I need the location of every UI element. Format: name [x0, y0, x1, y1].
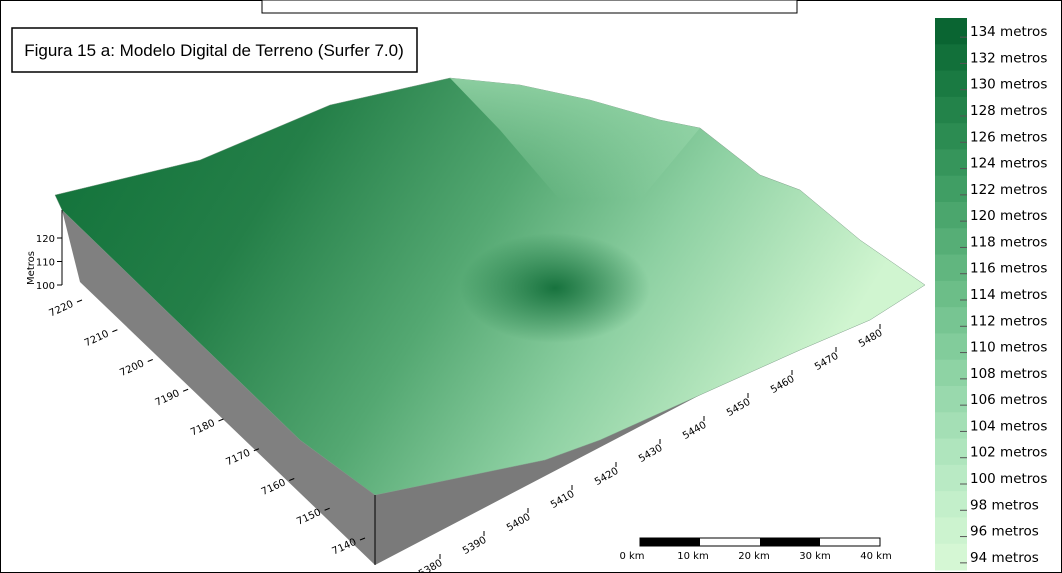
tick-label: 100 [36, 281, 55, 292]
tick-label: 5470 [813, 351, 841, 373]
legend-swatch [935, 543, 967, 571]
scale-label: 0 km [619, 551, 644, 562]
legend-label: 98 metros [970, 497, 1039, 513]
legend-swatch [935, 491, 967, 518]
tick-label: 7170 [224, 447, 252, 468]
tick-mark [218, 418, 224, 422]
legend-label: 122 metros [970, 182, 1047, 198]
legend-swatch [935, 359, 967, 387]
tick-label: 7150 [295, 507, 323, 528]
legend-label: 134 metros [970, 24, 1047, 40]
title: Figura 15 a: Modelo Digital de Terreno (… [24, 41, 404, 60]
tick-label: 5410 [549, 489, 577, 511]
legend-swatch [935, 18, 967, 45]
legend-swatch [935, 254, 967, 282]
tick-label: 5430 [637, 443, 665, 465]
legend-swatch [935, 333, 967, 361]
legend-swatch [935, 70, 967, 98]
tick-label: 7220 [48, 299, 76, 320]
legend-swatch [935, 149, 967, 177]
tick-mark [76, 299, 83, 303]
scale-label: 20 km [738, 551, 769, 562]
legend-label: 126 metros [970, 129, 1047, 145]
legend-label: 100 metros [970, 471, 1047, 487]
tick-label: 5440 [681, 420, 709, 442]
legend-swatch [935, 438, 967, 466]
legend-label: 114 metros [970, 287, 1047, 303]
tick-label: 7210 [83, 328, 111, 349]
tick-label: 110 [36, 258, 55, 269]
legend-label: 112 metros [970, 313, 1047, 329]
tick-label: 5380 [417, 558, 445, 573]
legend-label: 132 metros [970, 50, 1047, 66]
scale-label: 10 km [677, 551, 708, 562]
legend-swatch [935, 464, 967, 492]
legend-label: 102 metros [970, 445, 1047, 461]
tick-label: 7200 [118, 358, 146, 379]
left-wall [62, 210, 375, 565]
tick-mark [289, 478, 295, 481]
legend-label: 110 metros [970, 340, 1047, 356]
tick-mark [112, 329, 118, 333]
tick-mark [253, 448, 260, 452]
depression [460, 233, 650, 343]
tick-label: 5460 [769, 374, 797, 396]
highland [450, 78, 700, 200]
legend-swatch [935, 307, 967, 334]
top-box [261, 0, 798, 14]
legend-swatch [935, 123, 967, 150]
tick-label: 5390 [461, 535, 489, 557]
tick-mark [147, 359, 153, 362]
scale-bar-segment [640, 538, 700, 546]
legend-swatch [935, 175, 967, 203]
legend-label: 124 metros [970, 156, 1047, 172]
legend-label: 120 metros [970, 208, 1047, 224]
legend-label: 128 metros [970, 103, 1047, 119]
scale-bar-segment [760, 538, 820, 546]
tick-label: 5420 [593, 466, 621, 488]
scale-label: 40 km [860, 551, 891, 562]
front-wall [375, 395, 700, 565]
title-box [11, 27, 418, 73]
tick-mark [182, 388, 189, 392]
tick-label: 5450 [725, 397, 753, 419]
tick-label: 120 [36, 234, 55, 245]
tick-label: 7140 [331, 537, 359, 558]
tick-label: 7190 [154, 388, 182, 409]
tick-label: 5480 [857, 328, 885, 350]
legend-label: 108 metros [970, 366, 1047, 382]
legend-label: 94 metros [970, 550, 1039, 566]
legend-swatch [935, 96, 967, 124]
tick-mark [324, 507, 330, 511]
legend-label: 96 metros [970, 524, 1039, 540]
legend-swatch [935, 280, 967, 308]
legend-swatch [935, 44, 967, 72]
legend-label: 130 metros [970, 77, 1047, 93]
tick-label: 5400 [505, 512, 533, 534]
scale-label: 30 km [799, 551, 830, 562]
legend-swatch [935, 412, 967, 440]
tick-label: 7160 [260, 477, 288, 498]
legend-swatch [935, 202, 967, 229]
vertical-axis-label: Metros [26, 251, 37, 285]
tick-label: 7180 [189, 418, 217, 439]
legend-swatch [935, 517, 967, 545]
legend-label: 116 metros [970, 261, 1047, 277]
legend-swatch [935, 228, 967, 256]
legend-label: 118 metros [970, 234, 1047, 250]
tick-mark [359, 537, 366, 541]
legend-label: 104 metros [970, 418, 1047, 434]
legend-label: 106 metros [970, 392, 1047, 408]
legend-swatch [935, 386, 967, 413]
